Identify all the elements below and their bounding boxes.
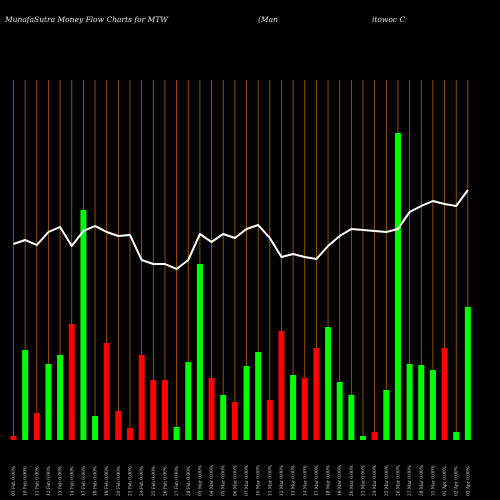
money-flow-bar [371,432,378,440]
money-flow-bar [301,378,308,440]
x-tick-label: 19 Mar 0.00% [338,465,343,496]
money-flow-bar [464,307,471,440]
x-tick-label: 28 Feb 0.00% [187,466,192,496]
money-flow-bar [290,375,297,440]
x-tick-label: 13 Mar 0.00% [292,465,297,496]
chart-subtitle-left: (Man [258,15,278,24]
x-tick-label: 31 Mar 0.00% [431,465,436,496]
price-line [13,189,469,270]
x-tick-label: 21 Mar 0.00% [362,465,367,496]
money-flow-bar [92,416,99,440]
money-flow-bar [173,427,180,440]
x-tick-label: 24 Feb 0.00% [140,466,145,496]
x-tick-label: 27 Mar 0.00% [408,465,413,496]
x-tick-label: 13 Feb 0.00% [59,466,64,496]
x-tick-label: 11 Mar 0.00% [268,465,273,496]
money-flow-bar [208,378,215,440]
money-flow-bar [278,331,285,440]
money-flow-bar [266,400,273,440]
chart-subtitle-right: itowoc C [372,15,405,24]
x-tick-label: 06 Mar 0.00% [233,465,238,496]
money-flow-bar [150,380,157,440]
money-flow-bar [313,348,320,440]
money-flow-bar [161,380,168,440]
x-tick-label: 02 Apr 0.00% [455,466,460,496]
money-flow-bar [185,362,192,440]
x-tick-labels: 07 Feb 0.00% 10 Feb 0.00% 11 Feb 0.00% 12 F… [12,465,471,496]
x-tick-label: 14 Feb 0.00% [70,466,75,496]
x-tick-label: 18 Mar 0.00% [327,465,332,496]
chart-title: MunafaSutra Money Flow Charts for MTW [4,15,169,24]
x-tick-label: 20 Mar 0.00% [350,465,355,496]
x-tick-label: 18 Feb 0.00% [94,466,99,496]
money-flow-bar [57,355,64,440]
x-tick-label: 25 Feb 0.00% [152,466,157,496]
x-tick-label: 24 Mar 0.00% [373,465,378,496]
x-tick-label: 12 Feb 0.00% [47,466,52,496]
x-tick-label: 26 Mar 0.00% [396,465,401,496]
money-flow-bar [418,365,425,440]
money-flow-bar [45,364,52,440]
money-flow-bar [336,382,343,440]
x-tick-label: 07 Feb 0.00% [12,466,17,496]
x-tick-label: 17 Mar 0.00% [315,465,320,496]
money-flow-bar [80,210,87,440]
x-tick-label: 05 Mar 0.00% [222,465,227,496]
money-flow-bar [33,413,40,440]
money-flow-bar [115,411,122,440]
money-flow-bar [383,390,390,440]
money-flow-bar [220,395,227,440]
x-tick-label: 03 Mar 0.00% [198,465,203,496]
x-tick-label: 27 Feb 0.00% [175,466,180,496]
money-flow-bar [138,355,145,440]
x-tick-label: 19 Feb 0.00% [105,466,110,496]
money-flow-bar [231,402,238,440]
money-flow-bar [10,436,17,440]
money-flow-bar [243,366,250,440]
bar-series [10,133,471,440]
money-flow-bar [196,264,203,440]
x-tick-label: 10 Mar 0.00% [257,465,262,496]
x-tick-label: 28 Mar 0.00% [420,465,425,496]
x-tick-label: 20 Feb 0.00% [117,466,122,496]
x-tick-label: 17 Feb 0.00% [82,466,87,496]
line-series [13,189,469,270]
money-flow-bar [22,350,29,440]
money-flow-bar [103,343,110,440]
money-flow-bar [348,395,355,440]
x-tick-label: 01 Apr 0.00% [443,466,448,496]
x-tick-label: 12 Mar 0.00% [280,465,285,496]
x-tick-label: 07 Mar 0.00% [245,465,250,496]
x-tick-label: 14 Mar 0.00% [303,465,308,496]
money-flow-bar [255,352,262,440]
money-flow-bar [441,348,448,440]
money-flow-bar [394,133,401,440]
money-flow-bar [406,364,413,440]
x-tick-label: 04 Mar 0.00% [210,465,215,496]
x-tick-label: 26 Feb 0.00% [163,466,168,496]
x-tick-label: 10 Feb 0.00% [24,466,29,496]
x-tick-label: 21 Feb 0.00% [129,466,134,496]
money-flow-bar [429,370,436,440]
money-flow-bar [360,436,366,440]
money-flow-bar [453,432,460,440]
money-flow-bar [325,327,332,440]
money-flow-bar [68,324,75,440]
x-tick-label: 03 Apr 0.00% [466,466,471,496]
x-tick-label: 11 Feb 0.00% [35,466,40,496]
money-flow-bar [127,428,133,440]
x-tick-label: 25 Mar 0.00% [385,465,390,496]
